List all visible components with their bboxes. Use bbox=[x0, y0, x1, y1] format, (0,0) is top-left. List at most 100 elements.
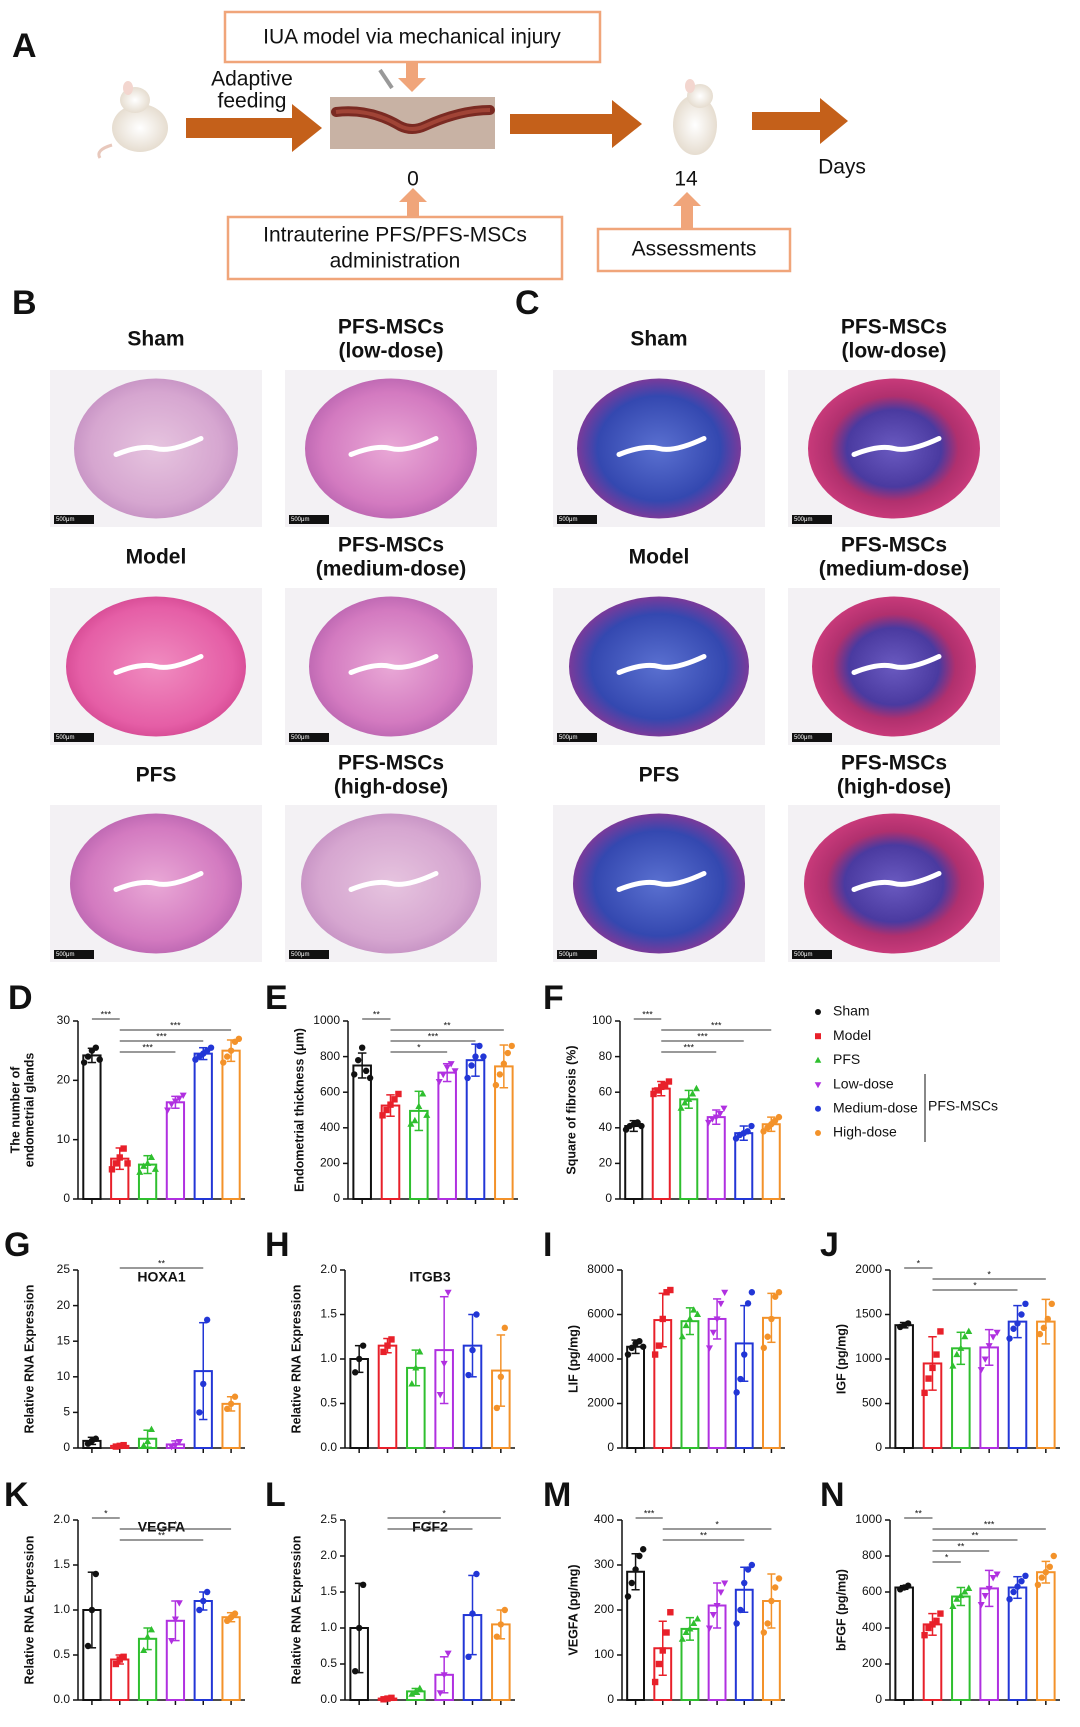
box bbox=[223, 10, 602, 64]
data-point bbox=[468, 1062, 475, 1069]
data-point bbox=[220, 1059, 227, 1066]
y-tick-label: 20 bbox=[599, 1156, 613, 1170]
data-point bbox=[412, 1364, 420, 1371]
data-point bbox=[929, 1621, 936, 1628]
data-point bbox=[358, 1044, 366, 1051]
bar bbox=[894, 1586, 914, 1701]
scale-bar-label: 500μm bbox=[794, 952, 812, 958]
data-point bbox=[408, 1690, 416, 1697]
data-point bbox=[436, 1690, 444, 1697]
scale-bar bbox=[54, 733, 94, 742]
data-point bbox=[741, 1579, 748, 1587]
data-point bbox=[203, 1316, 211, 1324]
data-point bbox=[716, 1111, 724, 1118]
image-title: PFS-MSCs bbox=[338, 534, 444, 557]
data-point bbox=[380, 1696, 387, 1703]
y-tick-label: 2.0 bbox=[320, 1548, 337, 1562]
y-axis-label: Relative RNA Expression bbox=[289, 1285, 303, 1434]
label: Adaptive bbox=[211, 68, 293, 91]
data-point bbox=[395, 1090, 402, 1098]
image-title: (low-dose) bbox=[842, 340, 947, 363]
bar bbox=[377, 1344, 398, 1450]
data-point bbox=[1010, 1588, 1017, 1596]
y-tick-label: 0.5 bbox=[320, 1396, 337, 1410]
bar bbox=[1007, 1586, 1028, 1701]
data-point bbox=[965, 1584, 973, 1591]
y-tick-label: 800 bbox=[862, 1548, 882, 1562]
significance-label: *** bbox=[984, 1519, 995, 1529]
data-point bbox=[227, 1400, 235, 1408]
data-point bbox=[223, 1053, 231, 1060]
significance-label: *** bbox=[642, 1009, 653, 1019]
significance-label: * bbox=[428, 1519, 432, 1529]
y-tick-label: 0 bbox=[875, 1692, 882, 1706]
data-point bbox=[721, 1580, 729, 1587]
data-point bbox=[147, 1625, 155, 1633]
data-point bbox=[493, 1404, 501, 1412]
y-tick-label: 300 bbox=[594, 1557, 614, 1571]
image-title: PFS-MSCs bbox=[841, 752, 947, 775]
arrow bbox=[398, 62, 426, 92]
data-point bbox=[144, 1159, 152, 1166]
data-point bbox=[744, 1128, 751, 1135]
data-point bbox=[501, 1324, 508, 1332]
image-title: PFS-MSCs bbox=[338, 316, 444, 339]
scale-bar-label: 500μm bbox=[559, 735, 577, 741]
y-tick-label: 40 bbox=[599, 1120, 613, 1134]
data-point bbox=[981, 1593, 989, 1600]
y-tick-label: 0 bbox=[605, 1191, 612, 1205]
data-point bbox=[748, 1561, 756, 1569]
data-point bbox=[667, 1609, 674, 1616]
data-point bbox=[989, 1575, 997, 1582]
y-axis-label: IGF (pg/mg) bbox=[834, 1324, 848, 1394]
data-point bbox=[1006, 1596, 1013, 1603]
data-point bbox=[690, 1619, 698, 1627]
bar bbox=[734, 1132, 754, 1201]
scale-bar bbox=[557, 515, 597, 524]
data-point bbox=[639, 1546, 647, 1553]
day-label: 0 bbox=[407, 168, 419, 191]
box-text: Assessments bbox=[632, 238, 757, 261]
data-point bbox=[981, 1356, 989, 1363]
data-point bbox=[741, 1351, 748, 1358]
data-point bbox=[977, 1602, 985, 1609]
bar bbox=[680, 1320, 700, 1450]
data-point bbox=[164, 1107, 172, 1114]
data-point bbox=[504, 1049, 511, 1057]
legend-marker bbox=[814, 1056, 822, 1063]
data-point bbox=[1048, 1300, 1055, 1308]
data-point bbox=[116, 1656, 123, 1663]
image-title: PFS-MSCs bbox=[338, 752, 444, 775]
data-point bbox=[473, 1311, 480, 1318]
bar bbox=[624, 1125, 644, 1201]
significance-label: * bbox=[945, 1552, 949, 1562]
data-point bbox=[1014, 1320, 1021, 1327]
data-point bbox=[151, 1165, 159, 1172]
significance-label: ** bbox=[700, 1530, 708, 1540]
image-title: PFS bbox=[136, 764, 177, 787]
data-point bbox=[116, 1154, 123, 1161]
data-point bbox=[473, 1570, 480, 1578]
y-tick-label: 2.0 bbox=[53, 1512, 70, 1526]
data-point bbox=[140, 1646, 148, 1654]
data-point bbox=[84, 1053, 92, 1060]
data-point bbox=[497, 1373, 505, 1381]
data-point bbox=[686, 1625, 694, 1632]
data-point bbox=[179, 1092, 187, 1100]
panel-letter: G bbox=[4, 1226, 30, 1264]
significance-label: *** bbox=[170, 1020, 181, 1030]
data-point bbox=[355, 1056, 362, 1064]
data-point bbox=[636, 1552, 643, 1560]
data-point bbox=[1034, 1581, 1042, 1589]
data-point bbox=[721, 1289, 729, 1297]
y-tick-label: 400 bbox=[320, 1120, 340, 1134]
data-point bbox=[496, 1071, 504, 1078]
legend-label: High-dose bbox=[833, 1124, 897, 1140]
axis-label: Days bbox=[818, 156, 866, 179]
data-point bbox=[351, 1071, 358, 1078]
data-point bbox=[933, 1351, 940, 1358]
data-point bbox=[655, 1660, 663, 1668]
data-point bbox=[136, 1168, 144, 1175]
bar bbox=[82, 1054, 102, 1200]
legend-marker bbox=[815, 1009, 821, 1015]
